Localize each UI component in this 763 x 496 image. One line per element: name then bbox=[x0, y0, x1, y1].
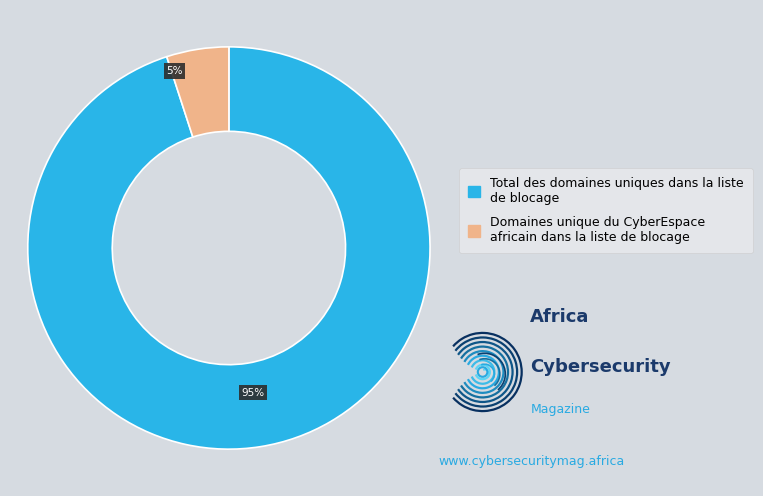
Text: 95%: 95% bbox=[241, 388, 265, 398]
Text: Africa: Africa bbox=[530, 309, 590, 326]
Legend: Total des domaines uniques dans la liste
de blocage, Domaines unique du CyberEsp: Total des domaines uniques dans la liste… bbox=[459, 168, 752, 253]
Text: Cybersecurity: Cybersecurity bbox=[530, 358, 671, 376]
Text: Magazine: Magazine bbox=[530, 403, 590, 416]
Wedge shape bbox=[167, 47, 229, 137]
Text: 5%: 5% bbox=[166, 66, 183, 76]
Wedge shape bbox=[27, 47, 430, 449]
Circle shape bbox=[112, 131, 346, 365]
Text: www.cybersecuritymag.africa: www.cybersecuritymag.africa bbox=[439, 455, 625, 468]
Circle shape bbox=[121, 139, 353, 372]
